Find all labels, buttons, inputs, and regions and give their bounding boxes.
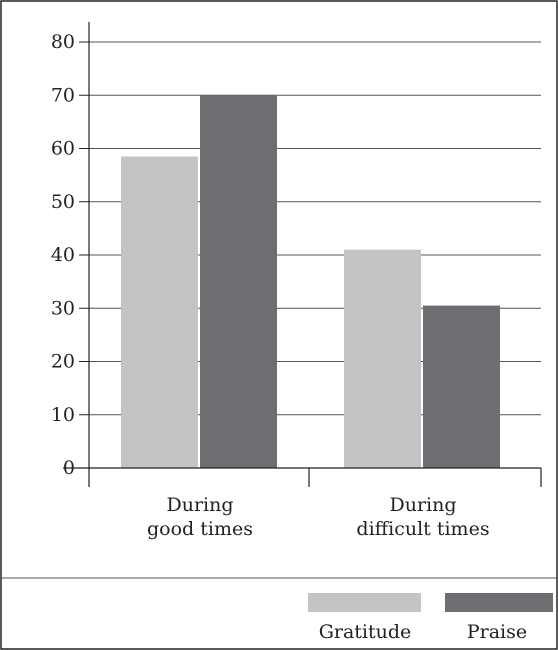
legend: Gratitude Praise [308, 593, 553, 643]
category-label: difficult times [356, 518, 489, 540]
y-tick-label: 30 [51, 297, 75, 319]
legend-swatch-praise [445, 593, 553, 612]
y-tick-label: 70 [51, 84, 75, 106]
y-tick-label: 0 [63, 457, 75, 479]
category-label: good times [147, 518, 253, 540]
y-tick-label: 10 [51, 404, 75, 426]
bar-praise-0 [200, 95, 277, 468]
legend-swatch-gratitude [308, 593, 421, 612]
legend-label-praise: Praise [467, 621, 527, 643]
y-tick-label: 80 [51, 31, 75, 53]
y-tick-label: 60 [51, 138, 75, 160]
y-tick-label: 50 [51, 191, 75, 213]
axes [63, 22, 542, 487]
y-tick-label: 20 [51, 351, 75, 373]
category-label: During [166, 494, 233, 516]
bars [121, 95, 500, 469]
y-tick-label: 40 [51, 244, 75, 266]
bar-gratitude-0 [121, 156, 198, 469]
category-label: During [389, 494, 456, 516]
bar-praise-1 [423, 305, 500, 468]
legend-label-gratitude: Gratitude [319, 621, 412, 643]
bar-gratitude-1 [344, 249, 421, 468]
